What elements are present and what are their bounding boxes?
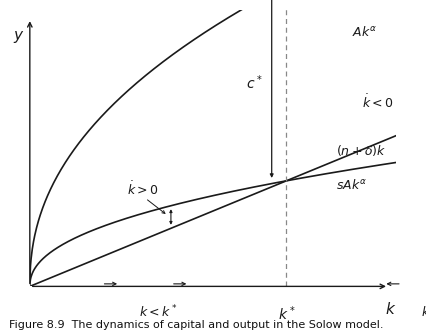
Text: $y$: $y$ <box>13 29 25 45</box>
Text: $k^*$: $k^*$ <box>278 304 295 323</box>
Text: $k$: $k$ <box>385 301 396 317</box>
Text: $\dot{k} > 0$: $\dot{k} > 0$ <box>127 180 158 198</box>
Text: $k < k^*$: $k < k^*$ <box>139 304 178 321</box>
Text: $Ak^{\alpha}$: $Ak^{\alpha}$ <box>352 25 377 39</box>
Text: $\dot{k} < 0$: $\dot{k} < 0$ <box>362 94 393 111</box>
Text: $(n + \delta)k$: $(n + \delta)k$ <box>336 143 386 158</box>
Text: $k > k^*$: $k > k^*$ <box>421 304 426 321</box>
Text: $sAk^{\alpha}$: $sAk^{\alpha}$ <box>336 178 367 192</box>
Text: $c^*$: $c^*$ <box>246 74 262 92</box>
Text: Figure 8.9  The dynamics of capital and output in the Solow model.: Figure 8.9 The dynamics of capital and o… <box>9 320 383 330</box>
